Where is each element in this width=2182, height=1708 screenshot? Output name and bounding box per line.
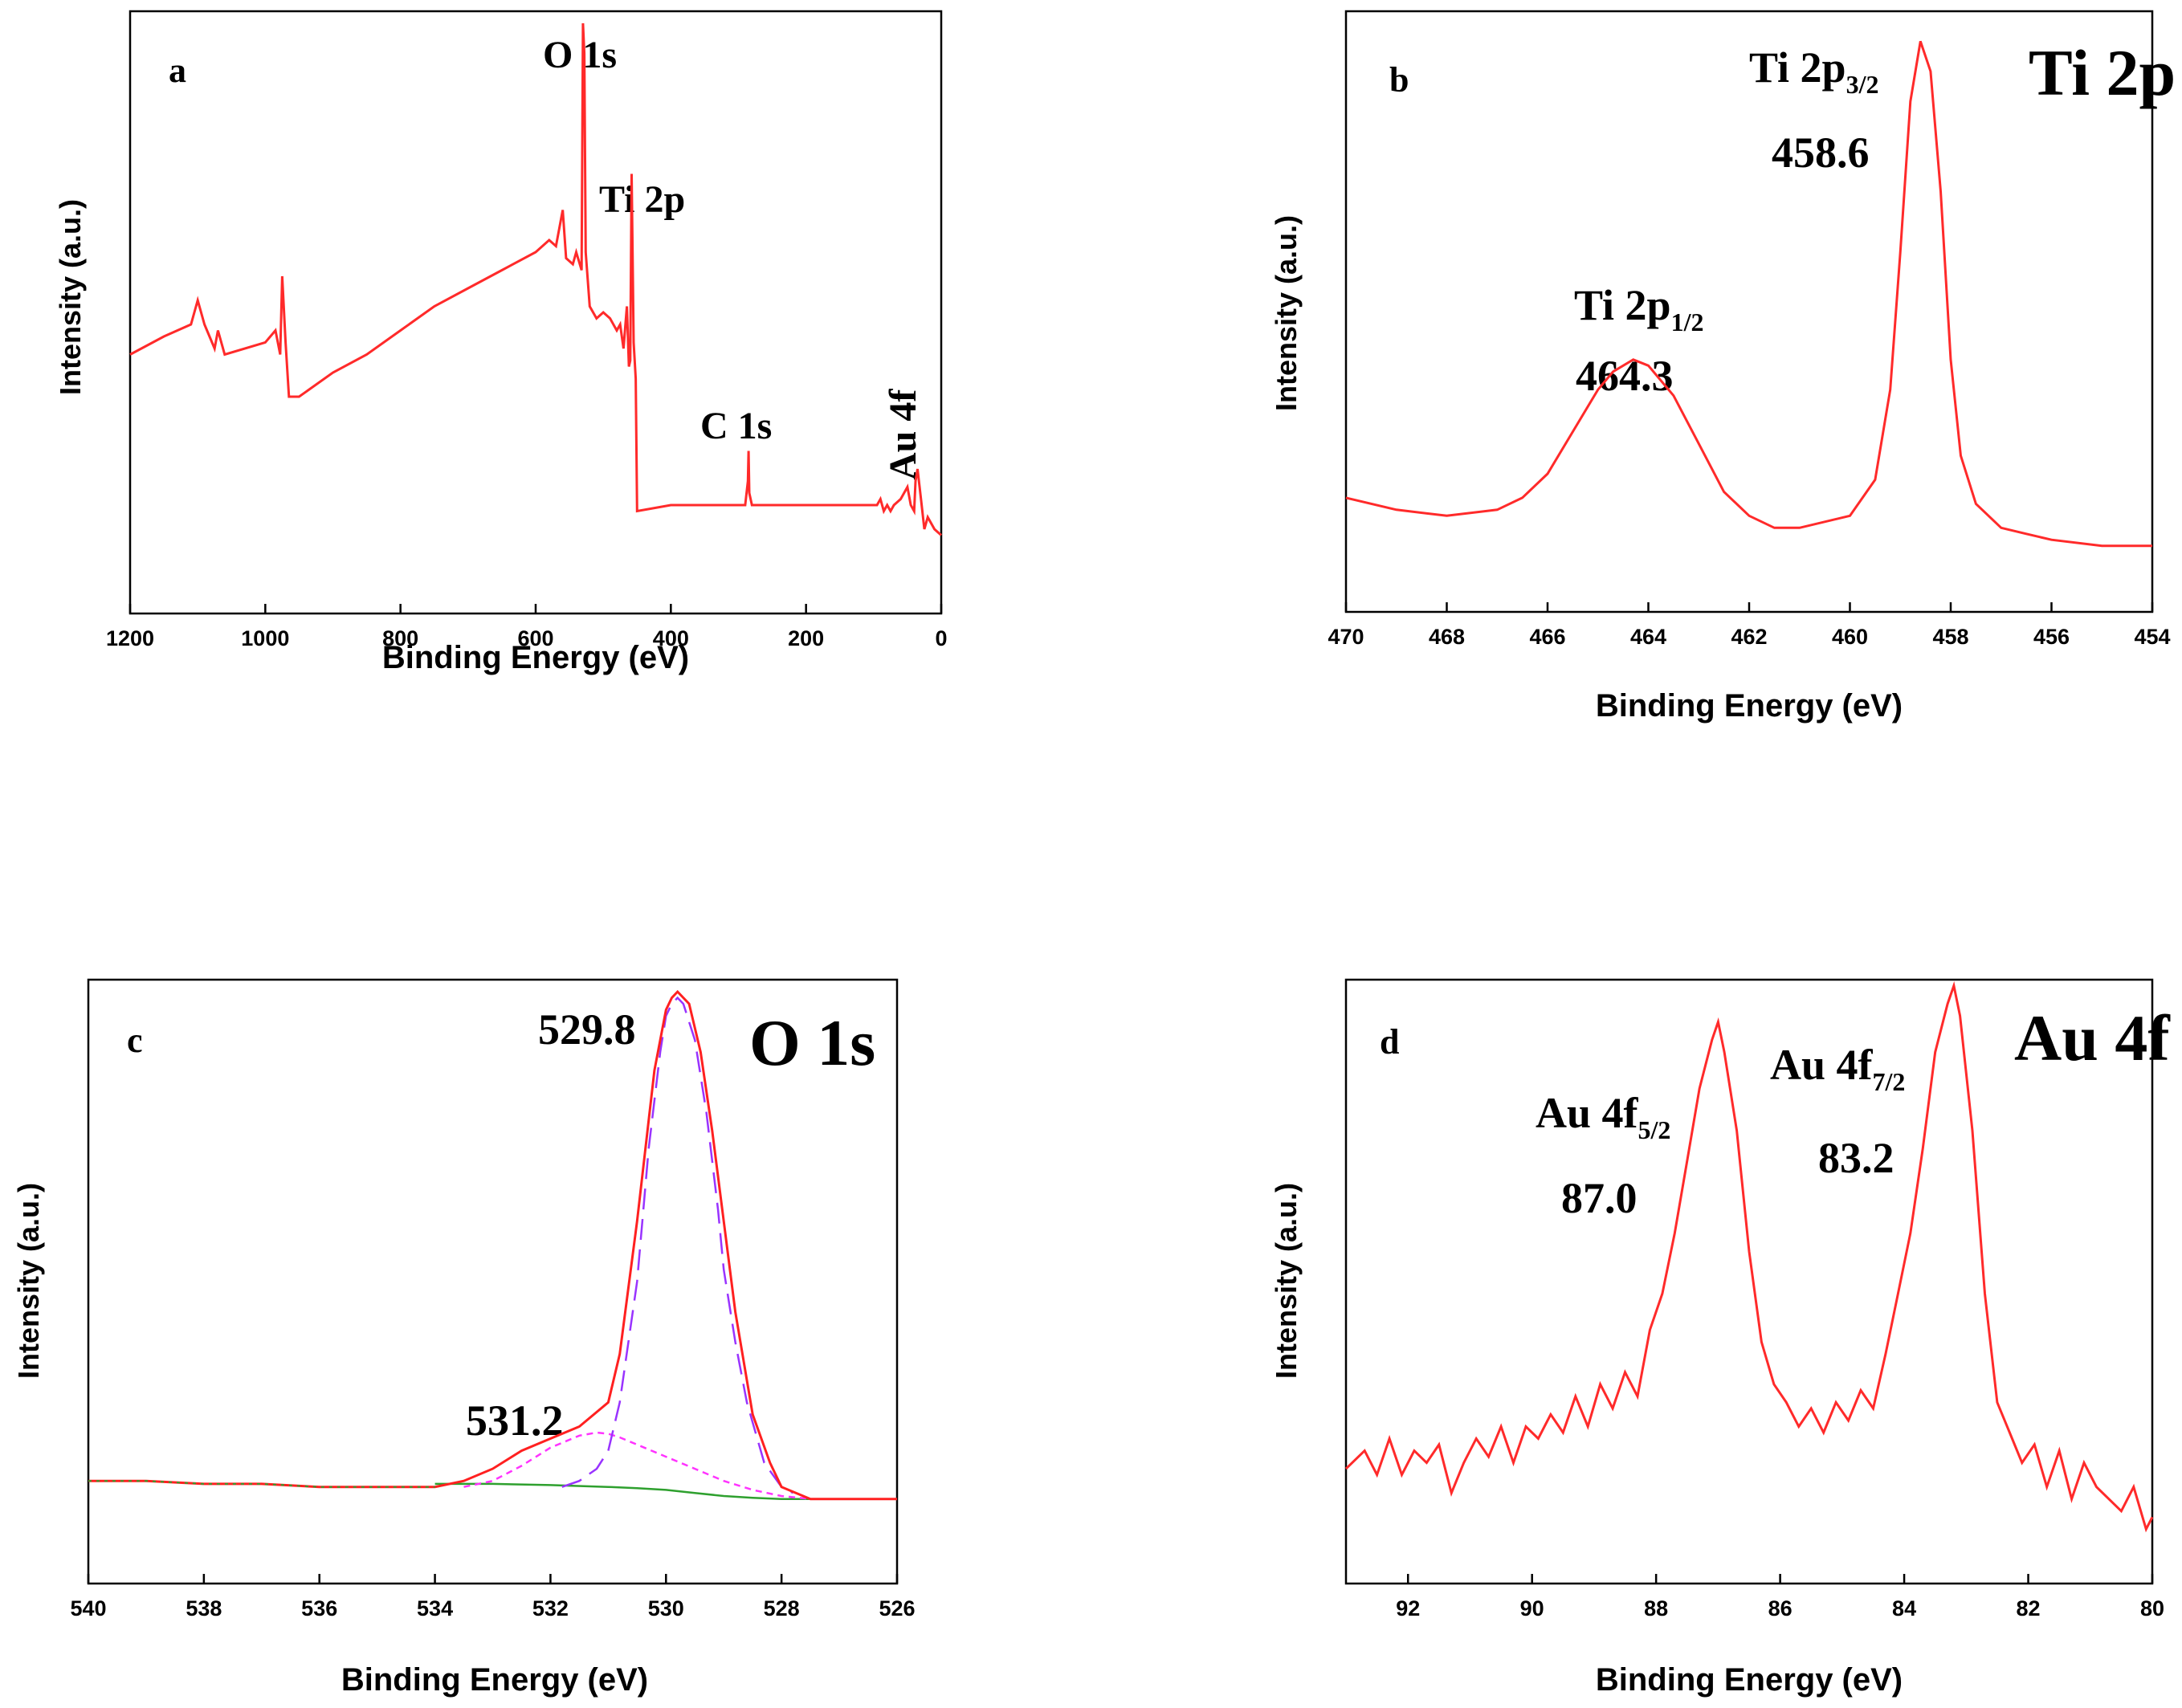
label-4643: 464.3 <box>1576 352 1674 400</box>
x-tick-label: 532 <box>532 1596 569 1620</box>
x-tick-label: 86 <box>1768 1596 1793 1620</box>
panel-b-xlabel: Binding Energy (eV) <box>1596 688 1903 724</box>
x-tick-label: 460 <box>1832 625 1868 649</box>
panel-c-lattice-oxygen-line <box>561 996 794 1494</box>
label-ti2p: Ti 2p <box>599 178 685 221</box>
label-au4f72: Au 4f7/2 <box>1770 1041 1905 1096</box>
x-tick-label: 1200 <box>106 626 154 650</box>
label-5312: 531.2 <box>466 1396 564 1445</box>
label-ti2p12-main: Ti 2p <box>1574 281 1671 329</box>
x-tick-label: 530 <box>648 1596 684 1620</box>
x-tick-label: 800 <box>382 626 418 650</box>
x-tick-label: 458 <box>1932 625 1968 649</box>
x-tick-label: 1000 <box>241 626 289 650</box>
x-tick-label: 526 <box>879 1596 915 1620</box>
x-tick-label: 90 <box>1520 1596 1544 1620</box>
x-tick-label: 464 <box>1630 625 1666 649</box>
label-ti2p32-main: Ti 2p <box>1749 43 1846 92</box>
label-832: 83.2 <box>1818 1134 1894 1182</box>
panel-d-ylabel: Intensity (a.u.) <box>1270 1183 1303 1379</box>
panel-d-letter: d <box>1380 1022 1399 1062</box>
panel-c-letter: c <box>127 1021 143 1060</box>
x-tick-label: 468 <box>1429 625 1465 649</box>
label-au4f: Au 4f <box>882 389 924 480</box>
x-tick-label: 456 <box>2033 625 2070 649</box>
panel-a-letter: a <box>169 51 186 90</box>
panel-b-letter: b <box>1389 60 1409 100</box>
panel-c-envelope-line <box>88 989 897 1501</box>
x-tick-label: 466 <box>1529 625 1565 649</box>
panel-a-survey-line <box>129 22 942 536</box>
panel-c: 540 538 536 534 532 530 528 526 c O 1s 529.8 53… <box>12 978 916 1698</box>
x-tick-label: 400 <box>653 626 689 650</box>
x-tick-label: 536 <box>301 1596 337 1620</box>
panel-b-ylabel: Intensity (a.u.) <box>1270 215 1303 411</box>
x-tick-label: 470 <box>1328 625 1364 649</box>
panel-c-background-line <box>434 1482 897 1500</box>
panel-d-frame <box>1344 978 2154 1585</box>
x-tick-label: 528 <box>764 1596 800 1620</box>
label-au4f72-sub: 7/2 <box>1873 1067 1906 1096</box>
panel-d: 92 90 88 86 84 82 80 d Au 4f Au 4f7/2 83.2 Au … <box>1270 978 2171 1698</box>
label-au4f72-main: Au 4f <box>1770 1041 1874 1089</box>
panel-a-xlabel: Binding Energy (eV) <box>382 640 689 675</box>
panel-a: 1200 1000 800 600 400 200 0 a O 1s Ti 2p C 1s … <box>54 10 948 675</box>
panel-d-x-ticks: 92 90 88 86 84 82 80 <box>1396 1574 2164 1620</box>
label-au4f52-sub: 5/2 <box>1638 1115 1671 1144</box>
label-ti2p32: Ti 2p3/2 <box>1749 43 1878 99</box>
panel-c-xlabel: Binding Energy (eV) <box>341 1662 648 1698</box>
panel-c-lines <box>88 989 897 1501</box>
panel-c-ylabel: Intensity (a.u.) <box>12 1183 45 1379</box>
panel-b-ti2p-line <box>1345 40 2152 548</box>
panel-d-xlabel: Binding Energy (eV) <box>1596 1662 1903 1698</box>
panel-a-ylabel: Intensity (a.u.) <box>54 199 87 395</box>
x-tick-label: 534 <box>417 1596 453 1620</box>
label-ti2p12: Ti 2p1/2 <box>1574 281 1703 336</box>
panel-a-x-ticks: 1200 1000 800 600 400 200 0 <box>106 604 948 650</box>
x-tick-label: 84 <box>1892 1596 1916 1620</box>
label-5298: 529.8 <box>538 1005 636 1054</box>
label-o1s: O 1s <box>543 34 617 76</box>
panel-d-au4f-line <box>1344 980 2154 1533</box>
label-ti2p32-sub: 3/2 <box>1846 70 1879 99</box>
panel-c-title: O 1s <box>749 1006 875 1079</box>
label-au4f52-main: Au 4f <box>1536 1089 1639 1137</box>
x-tick-label: 80 <box>2140 1596 2164 1620</box>
label-ti2p12-sub: 1/2 <box>1671 308 1704 336</box>
x-tick-label: 92 <box>1396 1596 1420 1620</box>
panel-c-frame <box>87 978 899 1585</box>
x-tick-label: 82 <box>2017 1596 2041 1620</box>
panel-b: 470 468 466 464 462 460 458 456 454 b Ti 2p Ti 2… <box>1270 10 2176 724</box>
panel-a-frame <box>128 10 943 615</box>
x-tick-label: 454 <box>2134 625 2170 649</box>
x-tick-label: 538 <box>186 1596 222 1620</box>
panel-c-x-ticks: 540 538 536 534 532 530 528 526 <box>70 1574 916 1620</box>
x-tick-label: 462 <box>1731 625 1767 649</box>
x-tick-label: 0 <box>935 626 947 650</box>
panel-b-x-ticks: 470 468 466 464 462 460 458 456 454 <box>1328 602 2171 649</box>
x-tick-label: 540 <box>70 1596 106 1620</box>
x-tick-label: 600 <box>517 626 553 650</box>
label-870: 87.0 <box>1561 1174 1638 1222</box>
label-au4f52: Au 4f5/2 <box>1536 1089 1670 1144</box>
label-c1s: C 1s <box>700 405 772 447</box>
panel-c-raw-data-dots <box>88 1480 435 1488</box>
panel-c-defect-oxygen-line <box>463 1431 811 1500</box>
label-4586: 458.6 <box>1772 128 1870 177</box>
panel-d-title: Au 4f <box>2014 1001 2171 1074</box>
x-tick-label: 200 <box>788 626 824 650</box>
panel-b-title: Ti 2p <box>2029 36 2176 109</box>
x-tick-label: 88 <box>1644 1596 1668 1620</box>
